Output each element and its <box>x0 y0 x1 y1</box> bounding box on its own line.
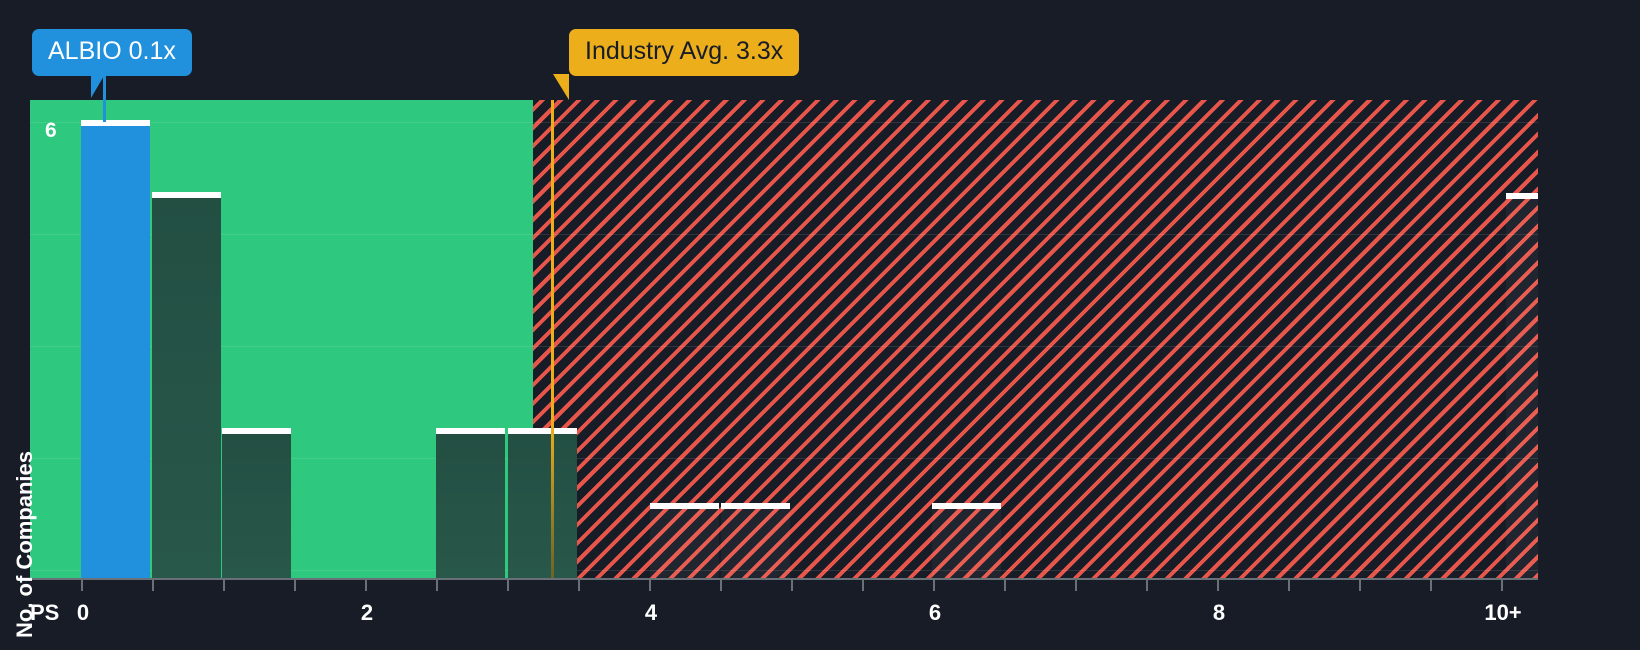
bar-cap <box>222 428 291 434</box>
x-axis-tick <box>507 580 509 591</box>
bar[interactable] <box>1506 193 1538 578</box>
bar-highlight-albio[interactable] <box>81 120 150 578</box>
bar-cap <box>932 503 1001 509</box>
x-axis-tick-label-10: 10+ <box>1484 600 1522 625</box>
bar-cap <box>436 428 505 434</box>
bar-cap <box>1506 193 1538 199</box>
bar[interactable] <box>721 503 790 578</box>
x-axis-tick <box>1217 580 1219 591</box>
x-axis-tick-label-6: 6 <box>928 600 942 625</box>
bar[interactable] <box>222 428 291 578</box>
bar-cap <box>650 503 719 509</box>
bar-cap <box>508 428 577 434</box>
x-axis-tick <box>1075 580 1077 591</box>
x-axis-tick <box>791 580 793 591</box>
industry-callout[interactable]: Industry Avg. 3.3x <box>569 29 800 76</box>
x-axis-tick <box>152 580 154 591</box>
x-axis-tick <box>294 580 296 591</box>
hatch-pattern <box>533 100 1538 578</box>
x-axis-tick <box>649 580 651 591</box>
bar[interactable] <box>650 503 719 578</box>
bar[interactable] <box>932 503 1001 578</box>
plot-area <box>30 100 1538 578</box>
bar-body <box>1506 199 1538 578</box>
x-axis-tick-label-8: 8 <box>1212 600 1226 625</box>
bar-body <box>222 434 291 578</box>
bar[interactable] <box>152 192 221 578</box>
industry-average-line <box>551 100 554 578</box>
x-axis-tick <box>1359 580 1361 591</box>
company-callout-tail <box>91 74 105 98</box>
x-axis-tick <box>933 580 935 591</box>
x-axis-tick <box>578 580 580 591</box>
bar-cap <box>721 503 790 509</box>
x-axis-tick <box>1430 580 1432 591</box>
bar[interactable] <box>436 428 505 578</box>
bar-body <box>152 198 221 578</box>
x-axis-tick <box>436 580 438 591</box>
x-axis-tick <box>365 580 367 591</box>
x-axis-tick <box>81 580 83 591</box>
x-axis-line <box>30 578 1538 580</box>
x-axis-tick <box>720 580 722 591</box>
bar-body <box>721 509 790 578</box>
bar-body <box>436 434 505 578</box>
bar[interactable] <box>508 428 577 578</box>
x-axis-tick <box>1501 580 1503 591</box>
company-callout[interactable]: ALBIO 0.1x <box>32 29 192 76</box>
bar-cap <box>81 120 150 126</box>
x-axis-tick-label-0: 0 <box>76 600 90 625</box>
x-axis-tick-label-2: 2 <box>360 600 374 625</box>
y-axis-title: No. of Companies <box>12 450 37 638</box>
x-axis-tick <box>223 580 225 591</box>
industry-callout-label: Industry Avg. 3.3x <box>585 37 784 65</box>
x-axis-tick <box>1146 580 1148 591</box>
x-axis-tick <box>1004 580 1006 591</box>
bar-cap <box>152 192 221 198</box>
industry-callout-tail <box>553 74 569 100</box>
bar-body <box>932 509 1001 578</box>
x-axis-tick <box>862 580 864 591</box>
bar-body <box>81 126 150 578</box>
x-axis-prefix-label: PS <box>30 600 60 625</box>
industry-average-line-gradient <box>551 100 554 578</box>
x-axis-tick <box>1288 580 1290 591</box>
company-callout-label: ALBIO 0.1x <box>48 37 176 65</box>
overvalued-zone <box>533 100 1538 578</box>
x-axis-tick-label-4: 4 <box>644 600 658 625</box>
company-callout-stem <box>103 74 106 122</box>
y-axis-tick-6: 6 <box>45 119 57 142</box>
bar-body <box>508 434 577 578</box>
bar-body <box>650 509 719 578</box>
